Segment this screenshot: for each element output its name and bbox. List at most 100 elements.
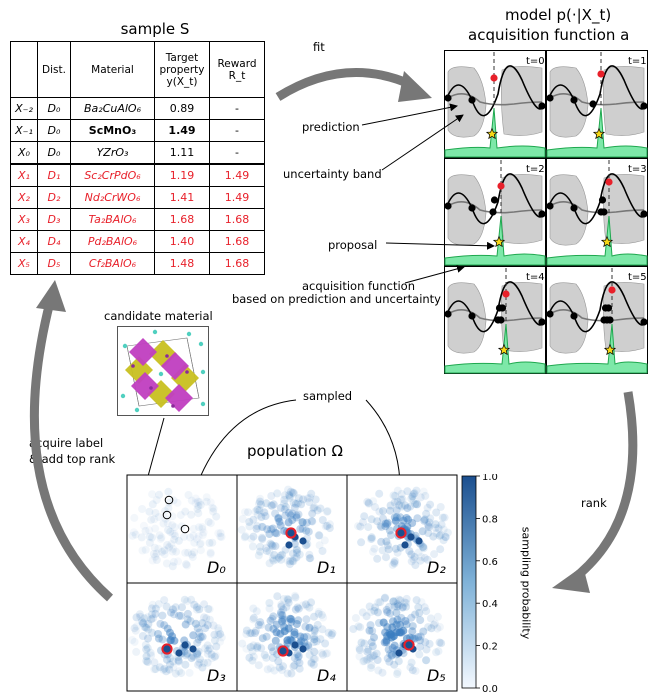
population-point <box>368 642 377 651</box>
population-point <box>258 533 266 542</box>
colorbar-tick-label: 0.8 <box>482 514 498 525</box>
population-point <box>209 621 218 630</box>
table-header-dist: Dist. <box>37 41 71 98</box>
population-point <box>370 544 379 553</box>
population-point <box>424 623 433 632</box>
population-point <box>181 548 190 557</box>
population-point <box>364 645 373 654</box>
population-point <box>165 665 174 674</box>
population-point <box>286 557 295 566</box>
population-point <box>248 542 257 551</box>
population-point <box>202 614 211 623</box>
population-point <box>168 547 177 556</box>
acquisition-label-line2: based on prediction and uncertainty <box>231 292 441 306</box>
population-point <box>251 507 260 516</box>
population-point <box>172 547 181 556</box>
population-point <box>420 553 429 562</box>
population-point <box>141 545 150 554</box>
population-point <box>261 512 270 521</box>
population-point <box>158 611 167 620</box>
population-point <box>362 656 371 664</box>
population-point <box>417 598 426 607</box>
population-point <box>292 553 301 562</box>
population-point <box>367 515 376 524</box>
population-point <box>369 547 377 556</box>
population-point <box>356 623 365 632</box>
population-point <box>175 667 184 676</box>
population-point <box>284 518 293 527</box>
population-point <box>289 662 298 671</box>
population-point <box>278 615 287 624</box>
population-point <box>148 500 157 509</box>
population-point <box>293 650 302 659</box>
population-point <box>412 500 421 509</box>
population-point <box>130 513 139 522</box>
population-point <box>246 643 255 652</box>
population-point <box>351 614 360 622</box>
population-point <box>183 615 192 624</box>
population-point <box>430 550 439 559</box>
population-point <box>204 605 213 613</box>
observed-point <box>570 312 578 320</box>
population-point <box>393 600 402 609</box>
population-point <box>360 512 369 521</box>
population-point <box>150 658 159 667</box>
population-point <box>131 626 140 635</box>
population-point <box>309 503 318 512</box>
population-point <box>408 627 417 636</box>
population-point <box>265 530 274 538</box>
population-point <box>372 649 381 658</box>
table-row: X₁ D₁ Sc₂CrPdO₆ 1.19 1.49 <box>10 163 265 187</box>
population-point <box>165 498 174 507</box>
population-point <box>171 532 180 540</box>
population-point <box>386 501 395 510</box>
population-point <box>148 600 157 609</box>
proposal-star-icon <box>592 127 606 140</box>
sampled-label-text: sampled <box>303 389 353 403</box>
population-point <box>262 499 271 508</box>
population-point <box>382 553 390 562</box>
population-point <box>391 544 400 553</box>
population-point <box>431 520 440 529</box>
population-point <box>294 653 303 662</box>
population-point <box>214 631 223 639</box>
population-point <box>391 516 400 525</box>
population-point <box>167 608 175 617</box>
population-point <box>256 618 265 627</box>
population-point <box>408 492 417 501</box>
population-point <box>403 487 412 496</box>
population-point <box>155 663 164 672</box>
rank-label: rank <box>581 496 607 510</box>
step-label: t=2 <box>526 164 545 175</box>
population-point <box>413 514 422 523</box>
population-point <box>425 639 434 648</box>
population-point <box>216 532 225 541</box>
population-point <box>280 505 289 514</box>
uncertainty-band-label-text: uncertainty band <box>283 167 382 181</box>
initial-sample-point <box>164 495 174 505</box>
population-point <box>158 635 167 644</box>
population-point <box>269 524 277 533</box>
population-point <box>175 611 184 620</box>
population-point <box>254 551 263 560</box>
population-point <box>325 524 334 533</box>
population-point <box>286 487 295 496</box>
population-point <box>294 510 303 519</box>
population-point <box>149 614 157 623</box>
population-point <box>401 617 410 625</box>
sample-title: sample S <box>55 20 255 38</box>
population-title: population Ω <box>220 442 370 460</box>
population-point <box>166 660 174 669</box>
distribution-label: D₅ <box>427 666 446 685</box>
population-point <box>216 630 225 639</box>
row-target-cell: 1.68 <box>154 208 210 231</box>
uncertainty-band <box>603 66 645 136</box>
population-point <box>162 602 171 611</box>
population-point <box>164 504 173 513</box>
population-point <box>285 492 294 501</box>
population-point <box>214 529 223 538</box>
current-point <box>497 182 505 190</box>
population-point <box>435 623 444 631</box>
population-point <box>440 513 449 522</box>
acquire-label: acquire label & add top rank <box>29 435 115 467</box>
